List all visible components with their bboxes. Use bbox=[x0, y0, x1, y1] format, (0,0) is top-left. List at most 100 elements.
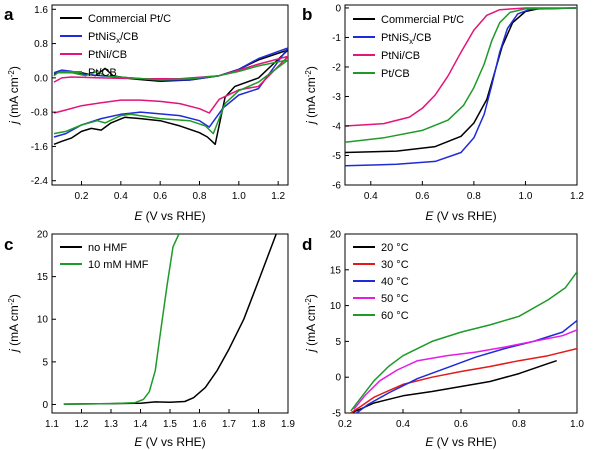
panel-d-xtick-label: 0.4 bbox=[396, 419, 410, 430]
panel-c-xtick-label: 1.3 bbox=[104, 419, 118, 430]
panel-d-xtick-label: 0.8 bbox=[512, 419, 526, 430]
panel-d-ytick-label: 15 bbox=[330, 265, 342, 276]
panel-d-xticks: 0.2 0.4 0.6 0.8 1.0 bbox=[338, 409, 584, 430]
panel-c-ylabel: j (mA cm-2) bbox=[7, 294, 21, 354]
panel-d-ytick-label: -5 bbox=[332, 409, 341, 420]
panel-a-xtick-label: 1.2 bbox=[271, 191, 285, 202]
panel-b-ytick-label: -2 bbox=[332, 62, 341, 73]
panel-b-ytick-label: 0 bbox=[335, 3, 341, 14]
panel-a-xlabel: E (V vs RHE) bbox=[134, 209, 205, 223]
panel-b-legend-label-pt-cb: Pt/CB bbox=[381, 68, 410, 80]
panel-a-ytick-label: -0.8 bbox=[31, 108, 49, 119]
panel-d-legend-label-60-c: 60 °C bbox=[381, 310, 409, 322]
panel-c-legend-label-10-mm-hmf: 10 mM HMF bbox=[88, 259, 149, 271]
panel-c-ytick-label: 20 bbox=[37, 230, 49, 241]
panel-d-xtick-label: 1.0 bbox=[570, 419, 584, 430]
panel-c-xtick-label: 1.2 bbox=[75, 419, 89, 430]
panel-b-ylabel: j (mA cm-2) bbox=[304, 66, 318, 126]
panel-b-series-ptnisx-cb bbox=[345, 7, 577, 167]
panel-a-series-ptnisx-cb bbox=[53, 47, 288, 138]
panel-c-legend-label-no-hmf: no HMF bbox=[88, 242, 127, 254]
panel-a-xticks: 0.2 0.4 0.6 0.8 1.0 1.2 bbox=[75, 181, 286, 202]
panel-b-series-commercial-pt-c bbox=[345, 7, 577, 154]
panel-b-legend: Commercial Pt/C PtNiSx/CB PtNi/CB Pt/CB bbox=[353, 14, 464, 80]
panel-a-ytick-label: -1.6 bbox=[31, 142, 49, 153]
panel-b-xticks: 0.4 0.6 0.8 1.0 1.2 bbox=[364, 181, 584, 202]
panel-d-letter: d bbox=[302, 235, 312, 254]
panel-b-curves bbox=[345, 7, 577, 167]
panel-d-yticks: -5 0 5 10 15 20 bbox=[330, 230, 349, 420]
panel-a-legend-label-ptni-cb: PtNi/CB bbox=[88, 49, 127, 61]
panel-b-xlabel: E (V vs RHE) bbox=[425, 209, 496, 223]
panel-c-xlabel: E (V vs RHE) bbox=[134, 435, 205, 449]
panel-b: b 0.4 0.6 0.8 1.0 1.2 -6 -5 -4 -3 -2 -1 0 Commerci… bbox=[302, 3, 584, 223]
panel-a-xtick-label: 0.4 bbox=[114, 191, 128, 202]
panel-a-ytick-label: 0.8 bbox=[34, 39, 48, 50]
panel-b-xtick-label: 0.6 bbox=[415, 191, 429, 202]
panel-d-xtick-label: 0.2 bbox=[338, 419, 352, 430]
panel-a-frame bbox=[51, 4, 289, 186]
panel-c-ytick-label: 15 bbox=[37, 272, 49, 283]
panel-c-series-10-mm-hmf bbox=[63, 234, 180, 405]
panel-b-ytick-label: -1 bbox=[332, 33, 341, 44]
panel-b-ytick-label: -3 bbox=[332, 92, 341, 103]
panel-b-yticks: -6 -5 -4 -3 -2 -1 0 bbox=[332, 3, 349, 192]
panel-d: d 0.2 0.4 0.6 0.8 1.0 -5 0 5 10 15 20 20 °C 30 °C 4… bbox=[302, 230, 584, 450]
panel-d-legend: 20 °C 30 °C 40 °C 50 °C 60 °C bbox=[353, 242, 409, 322]
panel-d-legend-label-40-c: 40 °C bbox=[381, 276, 409, 288]
panel-a-xtick-label: 0.6 bbox=[153, 191, 167, 202]
panel-d-curves bbox=[350, 271, 577, 413]
panel-c-xtick-label: 1.1 bbox=[45, 419, 59, 430]
panel-c-xtick-label: 1.7 bbox=[222, 419, 236, 430]
panel-d-legend-label-50-c: 50 °C bbox=[381, 293, 409, 305]
panel-d-series-50-c bbox=[353, 329, 577, 410]
panel-a: a 0.2 0.4 0.6 0.8 1.0 1.2 -2.4 -1.6 -0.8 0.0 0.8 1… bbox=[4, 4, 289, 223]
panel-d-series-40-c bbox=[356, 320, 577, 413]
panel-d-xtick-label: 0.6 bbox=[454, 419, 468, 430]
panel-c-legend: no HMF 10 mM HMF bbox=[60, 242, 149, 271]
panel-b-series-ptni-cb bbox=[345, 7, 577, 127]
panel-a-xtick-label: 1.0 bbox=[232, 191, 246, 202]
panel-d-series-60-c bbox=[350, 271, 577, 412]
panel-b-letter: b bbox=[302, 5, 312, 24]
panel-a-ylabel: j (mA cm-2) bbox=[7, 66, 21, 126]
panel-d-xlabel: E (V vs RHE) bbox=[425, 435, 496, 449]
panel-b-xtick-label: 1.0 bbox=[518, 191, 532, 202]
panel-b-xtick-label: 0.8 bbox=[467, 191, 481, 202]
panel-c-xticks: 1.1 1.2 1.3 1.4 1.5 1.6 1.7 1.8 1.9 bbox=[45, 409, 295, 430]
panel-c-ytick-label: 5 bbox=[42, 357, 48, 368]
panel-c-curves bbox=[63, 234, 277, 405]
panel-d-ytick-label: 10 bbox=[330, 301, 342, 312]
panel-c-series-no-hmf bbox=[63, 234, 277, 405]
panel-c: c 1.1 1.2 1.3 1.4 1.5 1.6 1.7 1.8 1.9 0 5 10 15 20 n… bbox=[4, 230, 295, 450]
panel-d-ytick-label: 5 bbox=[335, 337, 341, 348]
panel-b-series-pt-cb bbox=[345, 7, 577, 143]
panel-a-legend-label-ptnisx-cb: PtNiSx/CB bbox=[88, 31, 138, 45]
panel-c-xtick-label: 1.6 bbox=[193, 419, 207, 430]
panel-b-legend-label-commercial-pt-c: Commercial Pt/C bbox=[381, 14, 464, 26]
panel-a-series-pt-cb bbox=[53, 59, 288, 135]
panel-c-xtick-label: 1.4 bbox=[134, 419, 148, 430]
panel-b-legend-label-ptni-cb: PtNi/CB bbox=[381, 50, 420, 62]
panel-d-series-30-c bbox=[350, 347, 577, 413]
panel-a-legend-label-commercial-pt-c: Commercial Pt/C bbox=[88, 13, 171, 25]
panel-b-ytick-label: -6 bbox=[332, 181, 341, 192]
panel-d-legend-label-20-c: 20 °C bbox=[381, 242, 409, 254]
panel-d-ytick-label: 20 bbox=[330, 230, 342, 241]
panel-a-letter: a bbox=[4, 5, 14, 24]
panel-d-ytick-label: 0 bbox=[335, 373, 341, 384]
panel-c-yticks: 0 5 10 15 20 bbox=[37, 230, 56, 411]
panel-b-xtick-label: 0.4 bbox=[364, 191, 378, 202]
panel-c-ytick-label: 0 bbox=[42, 400, 48, 411]
panel-d-ylabel: j (mA cm-2) bbox=[304, 294, 318, 354]
panel-c-ytick-label: 10 bbox=[37, 315, 49, 326]
panel-c-xtick-label: 1.8 bbox=[252, 419, 266, 430]
panel-c-letter: c bbox=[4, 235, 13, 254]
panel-b-frame bbox=[344, 4, 578, 186]
panel-d-series-20-c bbox=[350, 359, 557, 413]
panel-b-ytick-label: -4 bbox=[332, 121, 341, 132]
panel-a-legend-label-pt-cb: Pt/CB bbox=[88, 67, 117, 79]
panel-a-ytick-label: 1.6 bbox=[34, 5, 48, 16]
panel-a-ytick-label: 0.0 bbox=[34, 73, 48, 84]
